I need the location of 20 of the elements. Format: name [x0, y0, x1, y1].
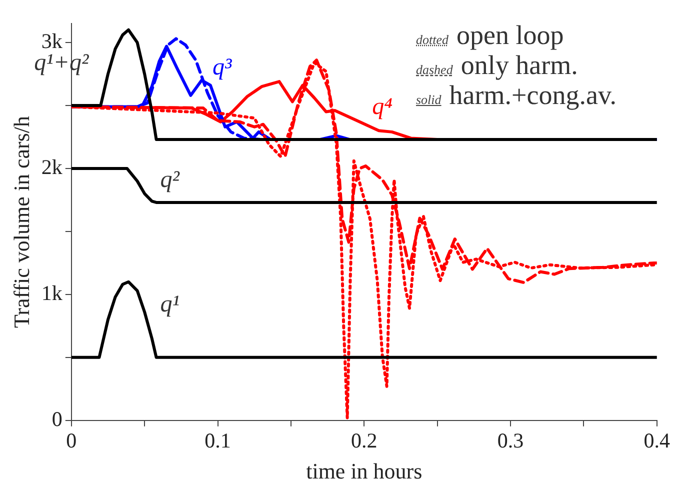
- x-tick-label: 0.1: [204, 428, 231, 453]
- x-tick-label: 0.2: [351, 428, 378, 453]
- annotation: harm.+cong.av.: [449, 80, 616, 111]
- x-axis-title: time in hours: [306, 458, 422, 484]
- y-tick-label: 0: [52, 406, 62, 431]
- y-tick-label: 1k: [41, 280, 63, 305]
- annotation: open loop: [456, 20, 564, 51]
- series-label: q⁴: [372, 94, 392, 120]
- y-tick-label: 2k: [41, 154, 63, 179]
- annotation: only harm.: [460, 50, 578, 81]
- annotation: dotted: [416, 32, 448, 48]
- y-tick-label: 3k: [41, 29, 63, 54]
- x-tick-label: 0.3: [497, 428, 524, 453]
- annotation: dashed: [416, 62, 453, 78]
- series-label: q²: [160, 166, 180, 193]
- annotation: solid: [416, 92, 442, 108]
- series-label: q³: [212, 54, 233, 81]
- series-label: q¹: [160, 292, 180, 318]
- x-tick-label: 0.4: [644, 428, 670, 453]
- y-axis-title: Traffic volume in cars/h: [8, 116, 34, 328]
